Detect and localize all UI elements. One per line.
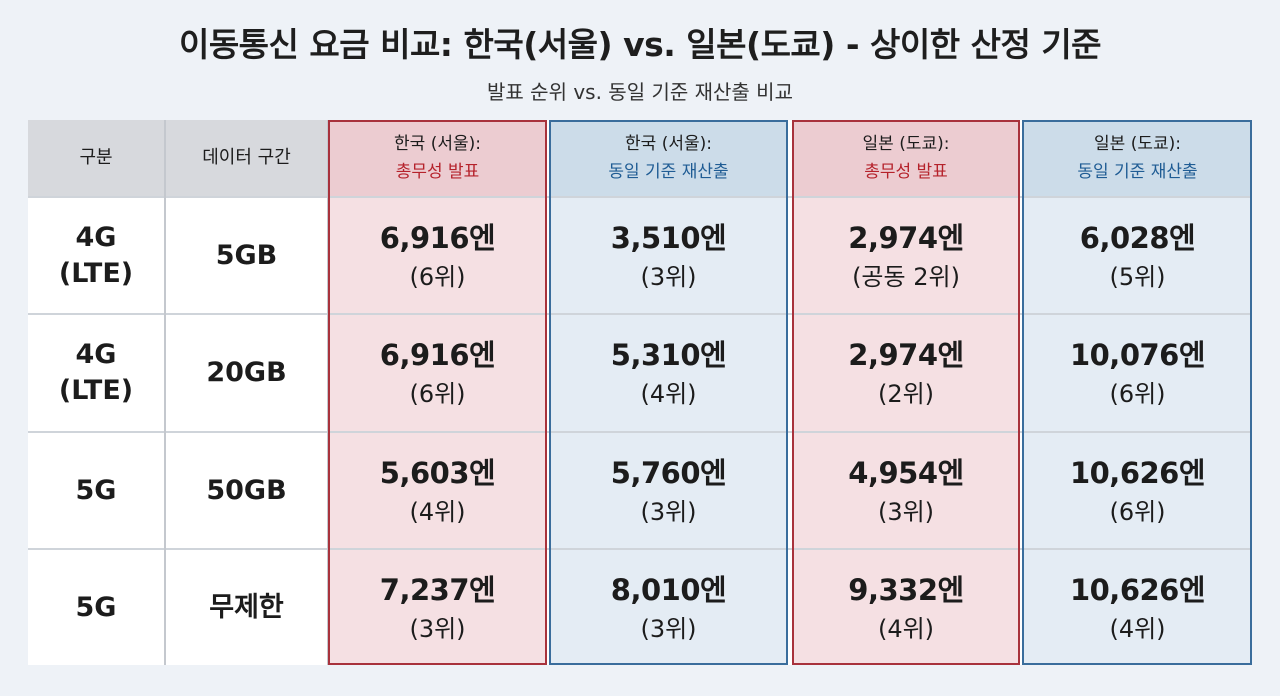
- table-row-4-kr-official: 7,237엔 (3위): [329, 550, 546, 666]
- table-row-4-category: 5G: [28, 550, 164, 666]
- header-kr-recalc-line2: 동일 기준 재산출: [608, 162, 729, 182]
- price-value: 8,010엔: [610, 573, 727, 607]
- header-category-label: 구분: [79, 147, 113, 168]
- table-row-4-data: 무제한: [166, 550, 327, 666]
- header-jp-official-line1: 일본 (도쿄):: [862, 134, 950, 154]
- header-jp-official: 일본 (도쿄): 총무성 발표: [793, 120, 1019, 196]
- table-row-3-category: 5G: [28, 433, 164, 549]
- row-divider: [28, 196, 1252, 198]
- row-divider: [28, 431, 1252, 433]
- price-value: 9,332엔: [848, 573, 964, 607]
- table-row-2-kr-recalc: 5,310엔 (4위): [550, 315, 787, 431]
- comparison-table: 구분 데이터 구간 한국 (서울): 총무성 발표 한국 (서울): 동일 기준…: [28, 120, 1252, 665]
- rank-value: (6위): [409, 380, 466, 408]
- rank-value: (3위): [640, 498, 697, 526]
- header-kr-recalc-line1: 한국 (서울):: [625, 134, 712, 154]
- rank-value: (3위): [640, 263, 697, 291]
- table-row-1-jp-recalc: 6,028엔 (5위): [1023, 198, 1252, 314]
- table-row-2-kr-official: 6,916엔 (6위): [329, 315, 546, 431]
- rank-value: (3위): [640, 615, 697, 643]
- category-line2: (LTE): [58, 375, 134, 406]
- rank-value: (5위): [1109, 263, 1166, 291]
- category-line1: 4G: [75, 222, 117, 253]
- jp-official-column-outline: [792, 120, 1020, 665]
- table-row-2-category: 4G (LTE): [28, 315, 164, 431]
- price-value: 5,760엔: [610, 456, 727, 490]
- table-row-2-jp-recalc: 10,076엔 (6위): [1023, 315, 1252, 431]
- page-title: 이동통신 요금 비교: 한국(서울) vs. 일본(도쿄) - 상이한 산정 기…: [178, 25, 1102, 64]
- price-value: 2,974엔: [848, 221, 964, 255]
- rank-value: (4위): [1109, 615, 1166, 643]
- table-row-2-data: 20GB: [166, 315, 327, 431]
- rank-value: (3위): [877, 498, 935, 526]
- category-line2: (LTE): [58, 258, 134, 289]
- rank-value: (4위): [640, 380, 697, 408]
- price-value: 10,626엔: [1069, 573, 1206, 607]
- table-row-3-data: 50GB: [166, 433, 327, 549]
- header-kr-recalc: 한국 (서울): 동일 기준 재산출: [550, 120, 787, 196]
- rank-value: (6위): [1109, 380, 1166, 408]
- price-value: 3,510엔: [610, 221, 727, 255]
- header-jp-recalc: 일본 (도쿄): 동일 기준 재산출: [1023, 120, 1252, 196]
- table-row-4-jp-official: 9,332엔 (4위): [793, 550, 1019, 666]
- rank-value: (공동 2위): [852, 263, 960, 291]
- header-data-range-label: 데이터 구간: [202, 147, 291, 168]
- jp-recalc-column-bg: [1023, 120, 1252, 665]
- kr-official-column-bg: [329, 120, 546, 665]
- price-value: 7,237엔: [379, 573, 496, 607]
- row-divider: [28, 313, 1252, 315]
- page-subtitle: 발표 순위 vs. 동일 기준 재산출 비교: [487, 80, 793, 104]
- table-row-2-jp-official: 2,974엔 (2위): [793, 315, 1019, 431]
- price-value: 2,974엔: [848, 338, 964, 372]
- header-kr-official-line2: 총무성 발표: [395, 162, 480, 182]
- row-divider: [28, 548, 1252, 550]
- rank-value: (4위): [409, 498, 466, 526]
- price-value: 4,954엔: [848, 456, 964, 490]
- category-line1: 5G: [75, 592, 117, 623]
- header-jp-recalc-line1: 일본 (도쿄):: [1094, 134, 1181, 154]
- price-value: 6,028엔: [1079, 221, 1196, 255]
- table-row-1-kr-recalc: 3,510엔 (3위): [550, 198, 787, 314]
- header-data-range: 데이터 구간: [166, 120, 327, 196]
- rank-value: (6위): [409, 263, 466, 291]
- header-category: 구분: [28, 120, 164, 196]
- header-jp-recalc-line2: 동일 기준 재산출: [1077, 162, 1198, 182]
- header-kr-official-line1: 한국 (서울):: [394, 134, 481, 154]
- column-divider: [164, 120, 166, 665]
- price-value: 5,603엔: [379, 456, 496, 490]
- table-row-1-category: 4G (LTE): [28, 198, 164, 314]
- kr-recalc-column-bg: [550, 120, 787, 665]
- rank-value: (6위): [1109, 498, 1166, 526]
- rank-value: (3위): [409, 615, 466, 643]
- table-row-3-kr-official: 5,603엔 (4위): [329, 433, 546, 549]
- data-range-value: 5GB: [215, 240, 278, 271]
- category-line1: 5G: [75, 475, 117, 506]
- price-value: 5,310엔: [610, 338, 727, 372]
- price-value: 10,076엔: [1069, 338, 1206, 372]
- jp-official-column-bg: [793, 120, 1019, 665]
- price-value: 6,916엔: [379, 338, 496, 372]
- jp-recalc-column-outline: [1022, 120, 1252, 665]
- table-row-1-data: 5GB: [166, 198, 327, 314]
- kr-recalc-column-outline: [549, 120, 788, 665]
- data-range-value: 50GB: [206, 475, 287, 506]
- price-value: 6,916엔: [379, 221, 496, 255]
- table-row-3-kr-recalc: 5,760엔 (3위): [550, 433, 787, 549]
- table-row-3-jp-official: 4,954엔 (3위): [793, 433, 1019, 549]
- header-jp-official-line2: 총무성 발표: [864, 162, 948, 182]
- price-value: 10,626엔: [1069, 456, 1206, 490]
- table-row-1-kr-official: 6,916엔 (6위): [329, 198, 546, 314]
- rank-value: (2위): [877, 380, 935, 408]
- header-kr-official: 한국 (서울): 총무성 발표: [329, 120, 546, 196]
- rank-value: (4위): [877, 615, 935, 643]
- data-range-value: 무제한: [209, 592, 284, 623]
- kr-official-column-outline: [328, 120, 547, 665]
- table-row-3-jp-recalc: 10,626엔 (6위): [1023, 433, 1252, 549]
- table-row-4-jp-recalc: 10,626엔 (4위): [1023, 550, 1252, 666]
- table-row-1-jp-official: 2,974엔 (공동 2위): [793, 198, 1019, 314]
- table-row-4-kr-recalc: 8,010엔 (3위): [550, 550, 787, 666]
- data-range-value: 20GB: [206, 357, 287, 388]
- category-line1: 4G: [75, 339, 117, 370]
